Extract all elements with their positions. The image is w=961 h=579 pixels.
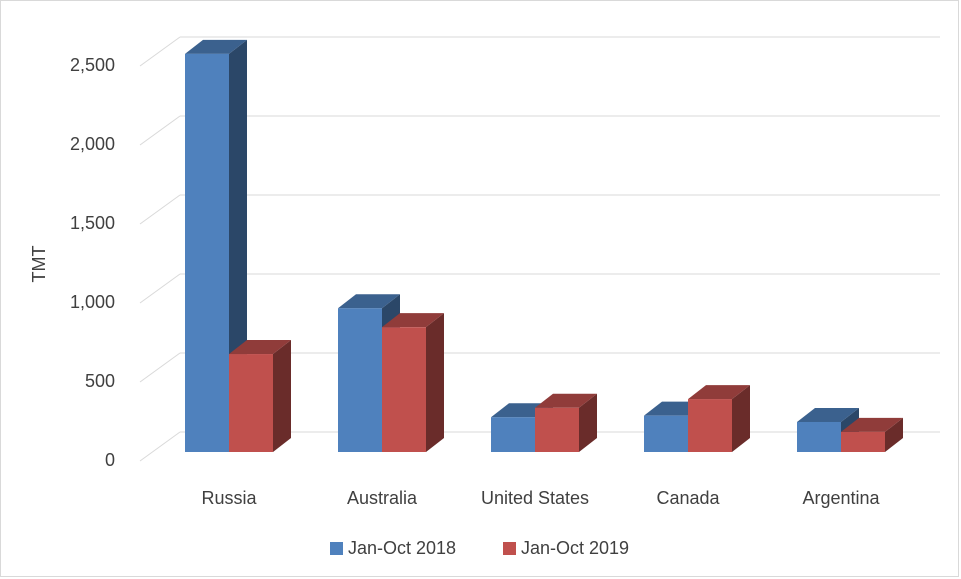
bar-top (797, 407, 859, 422)
grid-line (139, 431, 181, 462)
bar (688, 399, 732, 452)
x-tick-label: Canada (656, 488, 720, 508)
bar-side (273, 340, 291, 452)
legend-swatch (330, 542, 343, 555)
y-tick-label: 2,000 (70, 134, 115, 154)
x-tick-label: Argentina (802, 488, 880, 508)
grid-line (139, 115, 181, 146)
bar (841, 431, 885, 452)
bar-top (382, 313, 444, 328)
y-tick-label: 0 (105, 450, 115, 470)
x-tick-label: United States (481, 488, 589, 508)
x-tick-label: Australia (347, 488, 418, 508)
y-axis-title: TMT (29, 246, 49, 283)
y-tick-label: 1,500 (70, 213, 115, 233)
bar (491, 417, 535, 452)
y-tick-label: 1,000 (70, 292, 115, 312)
bar-top (229, 340, 291, 355)
bar (535, 407, 579, 452)
y-tick-label: 2,500 (70, 55, 115, 75)
legend-label: Jan-Oct 2018 (348, 538, 456, 558)
bar-top (688, 385, 750, 400)
bar (797, 421, 841, 452)
bar-side (579, 393, 597, 452)
x-tick-label: Russia (201, 488, 257, 508)
legend-label: Jan-Oct 2019 (521, 538, 629, 558)
bar (185, 53, 229, 453)
bar (382, 327, 426, 452)
grid-line (139, 352, 181, 383)
y-tick-label: 500 (85, 371, 115, 391)
bar-side (426, 313, 444, 452)
bar-top (338, 294, 400, 309)
bar (229, 354, 273, 452)
legend-swatch (503, 542, 516, 555)
bar-side (732, 385, 750, 452)
grid-line (139, 36, 181, 67)
bar-top (841, 417, 903, 432)
grid-line (139, 273, 181, 304)
grid-line (139, 194, 181, 225)
bar-side (885, 417, 903, 452)
bar (338, 308, 382, 452)
bar-top (535, 393, 597, 408)
bar-top (185, 39, 247, 54)
bar (644, 415, 688, 452)
